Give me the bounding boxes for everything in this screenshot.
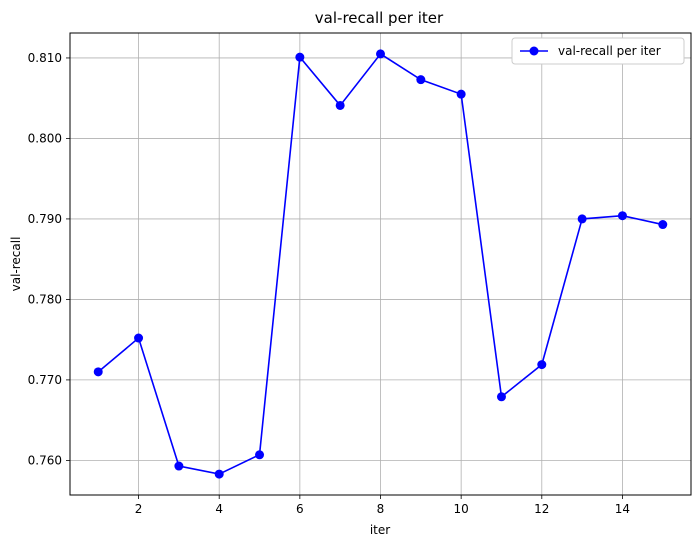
x-tick-label: 4 bbox=[215, 502, 223, 516]
x-tick-label: 8 bbox=[377, 502, 385, 516]
x-tick-label: 14 bbox=[615, 502, 630, 516]
y-tick-label: 0.780 bbox=[28, 292, 62, 306]
legend-box bbox=[511, 37, 685, 65]
data-point bbox=[214, 469, 224, 479]
series-layer bbox=[93, 49, 668, 479]
chart-title: val-recall per iter bbox=[315, 9, 444, 27]
data-point bbox=[658, 220, 668, 230]
legend-marker bbox=[529, 46, 539, 56]
y-axis-ticks: 0.760 0.770 0.780 0.790 0.800 0.810 bbox=[28, 51, 70, 467]
y-tick-label: 0.810 bbox=[28, 51, 62, 65]
y-tick-label: 0.800 bbox=[28, 131, 62, 145]
x-tick-label: 12 bbox=[534, 502, 549, 516]
data-point bbox=[537, 360, 547, 370]
data-point bbox=[416, 75, 426, 85]
data-point bbox=[174, 461, 184, 471]
x-tick-label: 6 bbox=[296, 502, 304, 516]
y-tick-label: 0.770 bbox=[28, 373, 62, 387]
y-axis-label: val-recall bbox=[9, 237, 23, 292]
data-point bbox=[134, 333, 144, 343]
x-tick-label: 2 bbox=[135, 502, 143, 516]
data-point bbox=[335, 100, 345, 110]
x-axis-label: iter bbox=[370, 523, 390, 537]
x-tick-label: 10 bbox=[454, 502, 469, 516]
data-point bbox=[255, 450, 265, 460]
data-point bbox=[577, 214, 587, 224]
y-tick-label: 0.760 bbox=[28, 453, 62, 467]
legend: val-recall per iter bbox=[511, 37, 685, 65]
y-tick-label: 0.790 bbox=[28, 212, 62, 226]
x-axis-ticks: 2 4 6 8 10 12 14 bbox=[135, 495, 630, 516]
data-point bbox=[93, 367, 103, 377]
plot-frame bbox=[69, 32, 692, 496]
data-point bbox=[617, 211, 627, 221]
legend-label: val-recall per iter bbox=[558, 44, 661, 58]
data-point bbox=[295, 52, 305, 62]
data-point bbox=[456, 89, 466, 99]
data-point bbox=[496, 392, 506, 402]
data-point bbox=[376, 49, 385, 59]
